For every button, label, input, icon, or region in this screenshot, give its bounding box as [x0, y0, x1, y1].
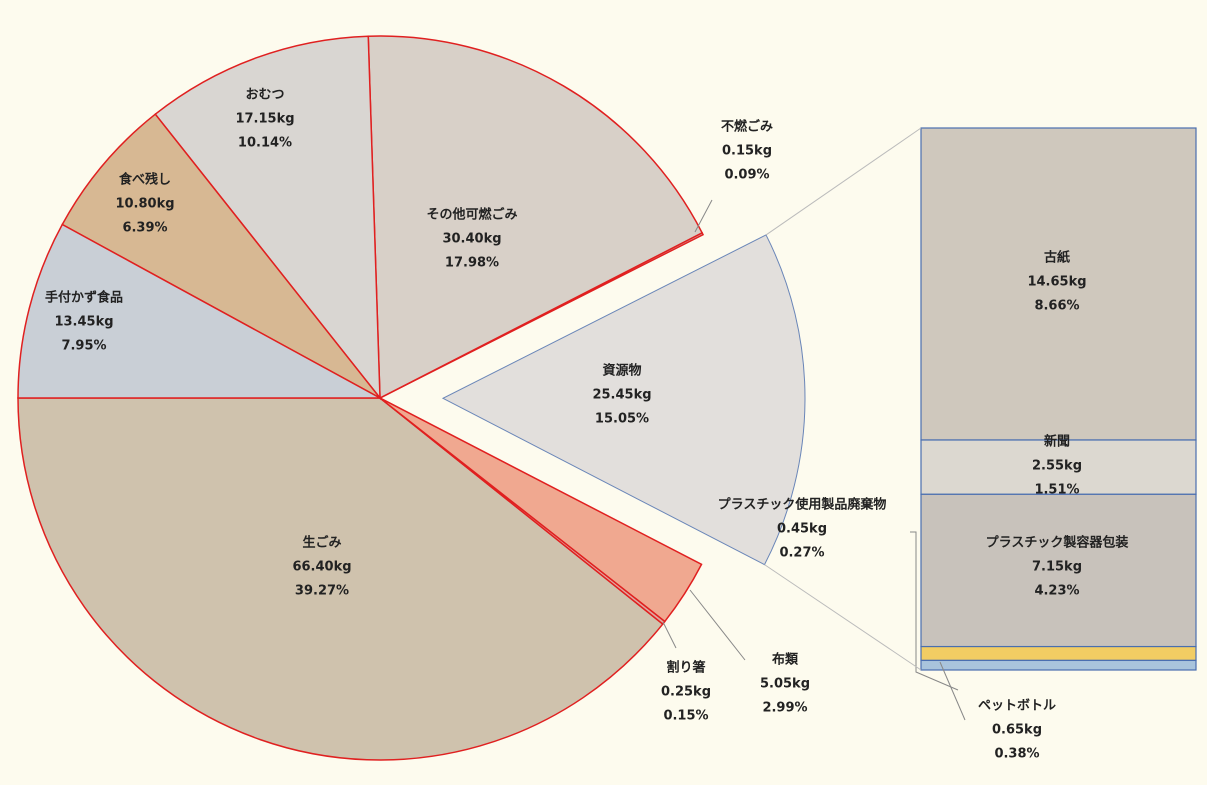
bar-segment: [920, 645, 1197, 662]
label-name: プラスチック製容器包装: [986, 535, 1129, 551]
label-percent: 0.09%: [724, 168, 769, 183]
connector-line: [765, 127, 922, 236]
label-name: 生ごみ: [302, 535, 341, 551]
bar-segment: [920, 127, 1197, 441]
label-name: 食べ残し: [119, 172, 171, 188]
leader-line: [694, 199, 713, 233]
leader-line: [689, 589, 746, 661]
label-percent: 39.27%: [295, 584, 349, 599]
label-value: 66.40kg: [292, 560, 351, 575]
label-percent: 0.27%: [779, 546, 824, 561]
label-percent: 17.98%: [445, 256, 499, 271]
pie-slice: [17, 223, 381, 399]
pie-slice: [379, 397, 703, 623]
label-value: 2.55kg: [1032, 459, 1082, 474]
label-percent: 4.23%: [1034, 584, 1079, 599]
label-value: 0.65kg: [992, 723, 1042, 738]
pie-slice: [367, 35, 704, 400]
label-percent: 7.95%: [61, 339, 106, 354]
label-value: 14.65kg: [1027, 275, 1086, 290]
label-percent: 15.05%: [595, 412, 649, 427]
label-percent: 8.66%: [1034, 299, 1079, 314]
label-name: 資源物: [602, 363, 641, 379]
label-name: プラスチック使用製品廃棄物: [718, 497, 887, 513]
connector-line: [764, 564, 922, 671]
label-value: 0.25kg: [661, 685, 711, 700]
label-value: 7.15kg: [1032, 560, 1082, 575]
label-value: 0.45kg: [777, 522, 827, 537]
label-percent: 0.38%: [994, 747, 1039, 762]
bar-segment: [920, 659, 1197, 671]
label-percent: 6.39%: [122, 221, 167, 236]
label-percent: 1.51%: [1034, 483, 1079, 498]
label-name: 割り箸: [666, 660, 705, 676]
label-percent: 10.14%: [238, 136, 292, 151]
label-value: 0.15kg: [722, 144, 772, 159]
label-percent: 2.99%: [762, 701, 807, 716]
label-name: 布類: [772, 652, 799, 668]
leader-line: [910, 531, 959, 691]
label-value: 25.45kg: [592, 388, 651, 403]
label-name: 古紙: [1044, 250, 1070, 266]
label-value: 5.05kg: [760, 677, 810, 692]
label-name: 不燃ごみ: [721, 119, 773, 135]
label-name: その他可燃ごみ: [426, 207, 517, 223]
label-name: 新聞: [1044, 434, 1070, 450]
leader-line: [939, 661, 966, 721]
label-percent: 0.15%: [663, 709, 708, 724]
bar-segment: [920, 493, 1197, 648]
label-name: おむつ: [245, 88, 284, 103]
bar-segment: [920, 439, 1197, 495]
pie-slice: [17, 397, 664, 761]
pie-slice: [61, 113, 381, 399]
pie-slice: [154, 35, 381, 401]
label-value: 10.80kg: [115, 197, 174, 212]
leader-line: [662, 621, 677, 649]
pie-slice: [441, 234, 806, 566]
label-name: 手付かず食品: [45, 290, 123, 306]
label-value: 13.45kg: [54, 315, 113, 330]
label-value: 30.40kg: [442, 232, 501, 247]
label-name: ペットボトル: [978, 698, 1056, 714]
label-value: 17.15kg: [235, 112, 294, 127]
